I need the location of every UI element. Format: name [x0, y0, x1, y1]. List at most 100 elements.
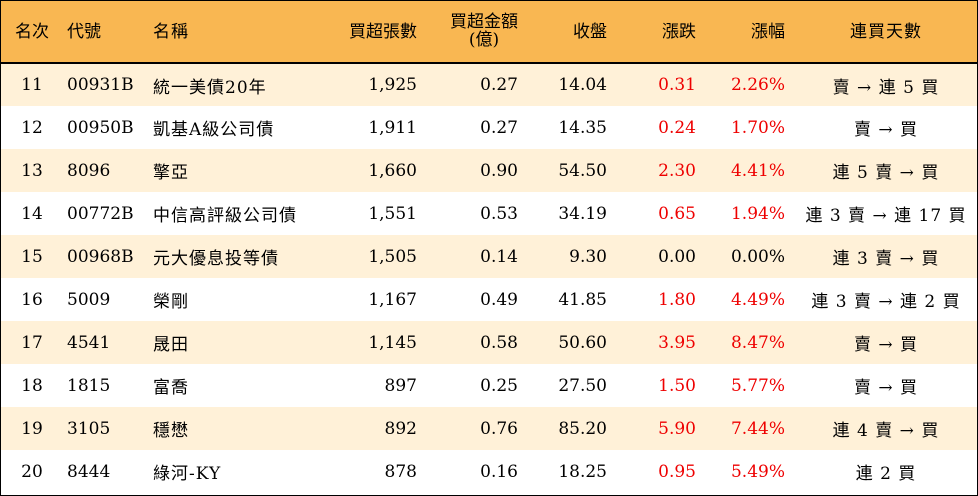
cell-consecutive-days: 連 3 賣 → 連 2 買: [811, 292, 961, 312]
header-net-buy-amount: 買超金額 (億): [427, 1, 528, 64]
cell-net-buy-lots: 892: [384, 418, 417, 439]
cell-net-buy-lots: 1,551: [368, 203, 417, 224]
cell-close: 34.19: [558, 203, 607, 224]
cell-close: 50.60: [558, 332, 607, 353]
cell-change-pct: 1.94%: [730, 203, 785, 224]
header-change: 漲跌: [617, 1, 706, 64]
cell-code: 00968B: [67, 246, 134, 267]
cell-rank: 16: [21, 289, 43, 310]
cell-close: 85.20: [558, 418, 607, 439]
cell-code: 00950B: [67, 117, 134, 138]
header-close: 收盤: [528, 1, 617, 64]
header-code: 代號: [63, 1, 145, 64]
table-row: 16 5009 榮剛 1,167 0.49 41.85 1.80 4.49% 連…: [1, 278, 977, 321]
cell-net-buy-amount: 0.16: [480, 461, 518, 482]
cell-net-buy-amount: 0.49: [480, 289, 518, 310]
cell-name: 凱基A級公司債: [153, 120, 275, 140]
cell-change: 0.24: [658, 117, 696, 138]
cell-rank: 15: [21, 246, 43, 267]
table-row: 13 8096 擎亞 1,660 0.90 54.50 2.30 4.41% 連…: [1, 149, 977, 192]
cell-net-buy-amount: 0.58: [480, 332, 518, 353]
cell-code: 1815: [67, 375, 111, 396]
cell-name: 擎亞: [153, 163, 189, 183]
table-row: 15 00968B 元大優息投等債 1,505 0.14 9.30 0.00 0…: [1, 235, 977, 278]
cell-name: 穩懋: [153, 421, 189, 441]
cell-consecutive-days: 連 4 賣 → 買: [832, 421, 940, 441]
cell-change-pct: 4.41%: [730, 160, 785, 181]
cell-net-buy-lots: 897: [384, 375, 417, 396]
cell-consecutive-days: 連 5 賣 → 買: [832, 163, 940, 183]
cell-net-buy-lots: 1,167: [368, 289, 417, 310]
header-net-buy-amount-line2: (億): [468, 30, 500, 50]
cell-net-buy-amount: 0.90: [480, 160, 518, 181]
cell-name: 富喬: [153, 378, 189, 398]
cell-close: 27.50: [558, 375, 607, 396]
cell-name: 晟田: [153, 335, 189, 355]
table-body: 11 00931B 統一美債20年 1,925 0.27 14.04 0.31 …: [1, 63, 977, 493]
cell-close: 18.25: [558, 461, 607, 482]
table-row: 19 3105 穩懋 892 0.76 85.20 5.90 7.44% 連 4…: [1, 407, 977, 450]
cell-code: 3105: [67, 418, 111, 439]
cell-close: 9.30: [569, 246, 607, 267]
cell-net-buy-amount: 0.25: [480, 375, 518, 396]
cell-change: 0.65: [658, 203, 696, 224]
cell-consecutive-days: 連 3 賣 → 連 17 買: [805, 206, 967, 226]
cell-code: 00772B: [67, 203, 134, 224]
cell-change: 2.30: [658, 160, 696, 181]
table-row: 18 1815 富喬 897 0.25 27.50 1.50 5.77% 賣 →…: [1, 364, 977, 407]
header-consecutive-days: 連買天數: [795, 1, 977, 64]
cell-net-buy-lots: 1,925: [368, 75, 417, 95]
cell-close: 54.50: [558, 160, 607, 181]
cell-close: 14.35: [558, 117, 607, 138]
cell-change: 5.90: [658, 418, 696, 439]
header-change-pct: 漲幅: [706, 1, 795, 64]
header-rank: 名次: [1, 1, 63, 64]
cell-net-buy-lots: 1,911: [368, 117, 417, 138]
cell-change-pct: 8.47%: [730, 332, 785, 353]
cell-name: 統一美債20年: [153, 77, 267, 98]
cell-change-pct: 7.44%: [730, 418, 785, 439]
table-row: 12 00950B 凱基A級公司債 1,911 0.27 14.35 0.24 …: [1, 106, 977, 149]
cell-name: 綠河-KY: [153, 464, 222, 484]
cell-name: 榮剛: [153, 292, 189, 312]
cell-change: 0.95: [658, 461, 696, 482]
cell-code: 5009: [67, 289, 111, 310]
cell-code: 8444: [67, 461, 111, 482]
cell-change: 1.80: [658, 289, 696, 310]
cell-close: 41.85: [558, 289, 607, 310]
cell-consecutive-days: 連 3 賣 → 買: [832, 249, 940, 269]
cell-change-pct: 2.26%: [730, 75, 785, 95]
cell-change-pct: 4.49%: [730, 289, 785, 310]
cell-consecutive-days: 賣 → 連 5 買: [832, 77, 940, 98]
cell-change: 0.00: [658, 246, 696, 267]
cell-close: 14.04: [558, 75, 607, 95]
table-header-row: 名次 代號 名稱 買超張數 買超金額 (億) 收盤 漲跌 漲幅 連買天數: [1, 1, 977, 64]
cell-rank: 11: [21, 75, 43, 95]
cell-change: 0.31: [658, 75, 696, 95]
cell-code: 8096: [67, 160, 111, 181]
cell-change: 1.50: [658, 375, 696, 396]
header-net-buy-lots: 買超張數: [320, 1, 427, 64]
cell-change: 3.95: [658, 332, 696, 353]
cell-net-buy-amount: 0.14: [480, 246, 518, 267]
cell-change-pct: 1.70%: [730, 117, 785, 138]
cell-net-buy-amount: 0.27: [480, 75, 518, 95]
cell-name: 元大優息投等債: [153, 249, 279, 269]
cell-consecutive-days: 連 2 買: [855, 464, 917, 484]
cell-consecutive-days: 賣 → 買: [853, 120, 919, 140]
table-row: 20 8444 綠河-KY 878 0.16 18.25 0.95 5.49% …: [1, 450, 977, 493]
cell-rank: 19: [21, 418, 43, 439]
cell-rank: 20: [21, 461, 43, 482]
table-row: 11 00931B 統一美債20年 1,925 0.27 14.04 0.31 …: [1, 63, 977, 106]
cell-rank: 13: [21, 160, 43, 181]
table-row: 14 00772B 中信高評級公司債 1,551 0.53 34.19 0.65…: [1, 192, 977, 235]
cell-change-pct: 5.49%: [730, 461, 785, 482]
cell-net-buy-amount: 0.76: [480, 418, 518, 439]
cell-change-pct: 5.77%: [730, 375, 785, 396]
table-row: 17 4541 晟田 1,145 0.58 50.60 3.95 8.47% 賣…: [1, 321, 977, 364]
cell-consecutive-days: 賣 → 買: [853, 335, 919, 355]
cell-net-buy-lots: 878: [384, 461, 417, 482]
cell-net-buy-amount: 0.53: [480, 203, 518, 224]
